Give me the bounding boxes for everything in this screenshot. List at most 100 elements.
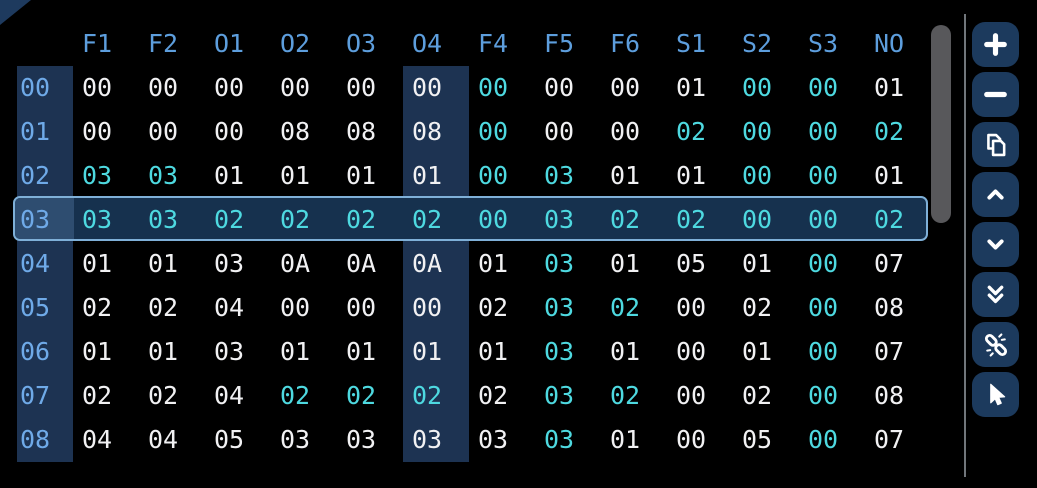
cell-01-f5[interactable]: 00 [544,117,575,146]
copy-button[interactable] [972,122,1019,167]
cell-04-o1[interactable]: 03 [214,249,245,278]
add-button[interactable] [972,22,1019,67]
cell-02-f6[interactable]: 01 [610,161,641,190]
cell-04-s1[interactable]: 05 [676,249,707,278]
cell-07-f5[interactable]: 03 [544,381,575,410]
cell-05-o2[interactable]: 00 [280,293,311,322]
cell-07-o3[interactable]: 02 [346,381,377,410]
cell-03-o1[interactable]: 02 [214,205,245,234]
cell-01-o4[interactable]: 08 [412,117,443,146]
cell-07-o4[interactable]: 02 [412,381,443,410]
cell-04-f4[interactable]: 01 [478,249,509,278]
scrollbar-thumb[interactable] [931,25,951,223]
column-header-s3[interactable]: S3 [808,29,839,58]
column-header-s1[interactable]: S1 [676,29,707,58]
cell-00-o3[interactable]: 00 [346,73,377,102]
cell-08-f5[interactable]: 03 [544,425,575,454]
remove-button[interactable] [972,72,1019,117]
cell-02-o1[interactable]: 01 [214,161,245,190]
cell-03-o4[interactable]: 02 [412,205,443,234]
column-header-f5[interactable]: F5 [544,29,575,58]
cell-04-s2[interactable]: 01 [742,249,773,278]
cell-03-f6[interactable]: 02 [610,205,641,234]
cell-00-s1[interactable]: 01 [676,73,707,102]
cell-07-o2[interactable]: 02 [280,381,311,410]
cell-07-no[interactable]: 08 [874,381,905,410]
column-header-o4[interactable]: O4 [412,29,443,58]
column-header-no[interactable]: NO [874,29,905,58]
cell-03-no[interactable]: 02 [874,205,905,234]
cell-01-f4[interactable]: 00 [478,117,509,146]
cell-00-f1[interactable]: 00 [82,73,113,102]
cell-00-f4[interactable]: 00 [478,73,509,102]
unlink-button[interactable] [972,322,1019,367]
cell-07-o1[interactable]: 04 [214,381,245,410]
cell-01-o1[interactable]: 00 [214,117,245,146]
cell-03-o3[interactable]: 02 [346,205,377,234]
cell-06-no[interactable]: 07 [874,337,905,366]
cell-02-s1[interactable]: 01 [676,161,707,190]
cell-05-no[interactable]: 08 [874,293,905,322]
cell-00-o4[interactable]: 00 [412,73,443,102]
cell-03-s2[interactable]: 00 [742,205,773,234]
move-up-button[interactable] [972,172,1019,217]
cell-02-no[interactable]: 01 [874,161,905,190]
column-header-o3[interactable]: O3 [346,29,377,58]
cell-02-f1[interactable]: 03 [82,161,113,190]
cell-06-o3[interactable]: 01 [346,337,377,366]
cell-02-o2[interactable]: 01 [280,161,311,190]
cell-00-f6[interactable]: 00 [610,73,641,102]
cell-05-f4[interactable]: 02 [478,293,509,322]
cell-01-s2[interactable]: 00 [742,117,773,146]
cell-01-s1[interactable]: 02 [676,117,707,146]
cell-00-s3[interactable]: 00 [808,73,839,102]
cell-01-no[interactable]: 02 [874,117,905,146]
cell-05-f2[interactable]: 02 [148,293,179,322]
cell-08-s1[interactable]: 00 [676,425,707,454]
cell-06-s2[interactable]: 01 [742,337,773,366]
move-down-button[interactable] [972,222,1019,267]
scrollbar-track[interactable] [929,14,953,474]
cell-03-f1[interactable]: 03 [82,205,113,234]
row-label-04[interactable]: 04 [20,249,51,278]
cell-04-f6[interactable]: 01 [610,249,641,278]
cell-03-f5[interactable]: 03 [544,205,575,234]
select-button[interactable] [972,372,1019,417]
cell-00-f5[interactable]: 00 [544,73,575,102]
cell-06-f1[interactable]: 01 [82,337,113,366]
cell-05-o1[interactable]: 04 [214,293,245,322]
cell-06-s1[interactable]: 00 [676,337,707,366]
cell-00-f2[interactable]: 00 [148,73,179,102]
cell-08-s3[interactable]: 00 [808,425,839,454]
cell-02-f5[interactable]: 03 [544,161,575,190]
cell-03-f2[interactable]: 03 [148,205,179,234]
cell-03-s3[interactable]: 00 [808,205,839,234]
cell-08-o2[interactable]: 03 [280,425,311,454]
cell-01-f6[interactable]: 00 [610,117,641,146]
cell-01-s3[interactable]: 00 [808,117,839,146]
cell-03-f4[interactable]: 00 [478,205,509,234]
cell-05-s3[interactable]: 00 [808,293,839,322]
cell-06-o2[interactable]: 01 [280,337,311,366]
cell-04-s3[interactable]: 00 [808,249,839,278]
cell-07-f1[interactable]: 02 [82,381,113,410]
row-label-06[interactable]: 06 [20,337,51,366]
column-header-f6[interactable]: F6 [610,29,641,58]
cell-00-o2[interactable]: 00 [280,73,311,102]
cell-02-o3[interactable]: 01 [346,161,377,190]
cell-02-f4[interactable]: 00 [478,161,509,190]
cell-08-no[interactable]: 07 [874,425,905,454]
cell-08-f6[interactable]: 01 [610,425,641,454]
column-header-s2[interactable]: S2 [742,29,773,58]
cell-05-o3[interactable]: 00 [346,293,377,322]
cell-04-o4[interactable]: 0A [412,249,443,278]
cell-04-f5[interactable]: 03 [544,249,575,278]
row-label-08[interactable]: 08 [20,425,51,454]
cell-08-f1[interactable]: 04 [82,425,113,454]
cell-06-f5[interactable]: 03 [544,337,575,366]
cell-02-o4[interactable]: 01 [412,161,443,190]
cell-07-f2[interactable]: 02 [148,381,179,410]
cell-05-f5[interactable]: 03 [544,293,575,322]
cell-07-s3[interactable]: 00 [808,381,839,410]
cell-04-f1[interactable]: 01 [82,249,113,278]
